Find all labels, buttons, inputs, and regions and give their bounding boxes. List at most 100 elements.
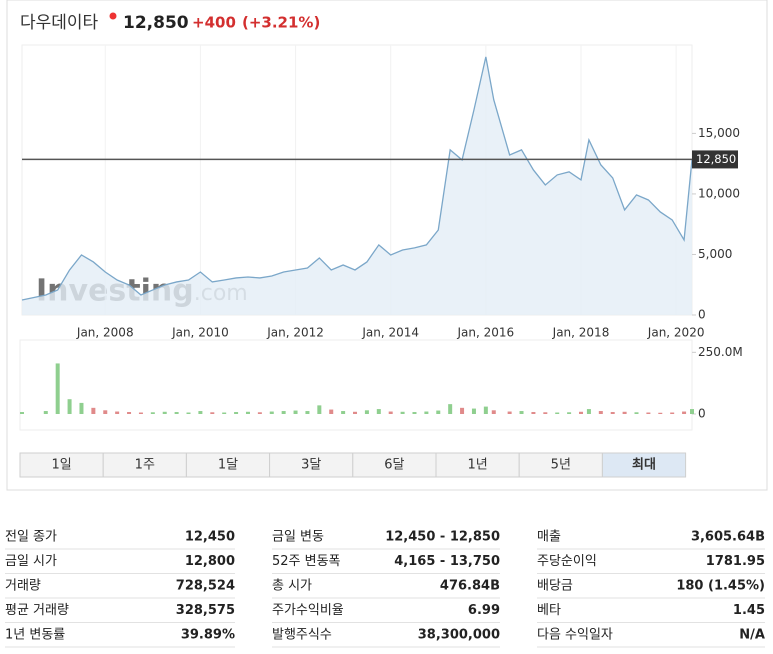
volume-bar <box>20 412 24 414</box>
range-button[interactable] <box>435 452 520 478</box>
range-button-label[interactable]: 3달 <box>301 458 321 473</box>
stat-label: 발행주식수 <box>272 627 332 643</box>
x-tick-label: Jan, 2012 <box>266 326 324 340</box>
volume-bar <box>257 412 262 414</box>
price: 12,850 <box>123 13 189 33</box>
volume-bar <box>174 412 179 414</box>
change-pct: (+3.21%) <box>242 14 320 32</box>
stat-label: 베타 <box>537 603 561 618</box>
volume-bar <box>460 407 465 414</box>
stat-label: 평균 거래량 <box>5 603 69 618</box>
stat-value: 1781.95 <box>706 554 765 569</box>
volume-bar <box>281 411 286 414</box>
volume-bar <box>364 410 369 414</box>
volume-bar <box>543 412 548 414</box>
volume-bar <box>198 411 203 414</box>
stat-value: 476.84B <box>440 579 500 594</box>
stat-value: 728,524 <box>176 579 235 594</box>
star-icon <box>109 12 117 20</box>
range-button[interactable] <box>19 452 104 478</box>
volume-bar <box>622 411 627 414</box>
stat-label: 주당순이익 <box>537 554 597 569</box>
volume-bar <box>245 411 250 414</box>
range-button-label[interactable]: 1주 <box>135 458 155 473</box>
volume-bar <box>555 412 560 414</box>
volume-bar <box>43 411 48 414</box>
range-button-label[interactable]: 최대 <box>632 458 656 473</box>
y-tick-label: 10,000 <box>698 186 740 200</box>
range-button[interactable] <box>102 452 187 478</box>
volume-bar <box>690 409 694 414</box>
change: +400 <box>192 14 236 32</box>
range-button-label[interactable]: 1일 <box>51 458 71 473</box>
volume-bar <box>658 412 663 414</box>
volume-bar <box>646 412 651 414</box>
volume-bar <box>519 411 524 414</box>
y-tick-label: 15,000 <box>698 126 740 140</box>
range-button[interactable] <box>601 452 687 478</box>
range-button-label[interactable]: 1달 <box>218 458 238 473</box>
volume-bar <box>293 410 298 414</box>
stat-value: 6.99 <box>468 603 500 618</box>
volume-bar <box>341 411 346 414</box>
volume-bar <box>424 411 429 414</box>
range-button-label[interactable]: 6달 <box>384 458 404 473</box>
range-button[interactable] <box>518 452 603 478</box>
volume-bar <box>329 409 334 414</box>
volume-bar <box>586 409 591 414</box>
stat-label: 총 시가 <box>272 579 312 594</box>
volume-bar <box>567 412 572 414</box>
stat-label: 1년 변동률 <box>5 628 65 643</box>
volume-bar <box>127 412 132 414</box>
stat-value: 4,165 - 13,750 <box>394 554 500 569</box>
volume-tick-label: 250.0M <box>698 345 743 359</box>
x-tick-label: Jan, 2010 <box>171 326 229 340</box>
volume-bar <box>91 407 96 414</box>
volume-bar <box>682 411 687 414</box>
y-tick-label: 5,000 <box>698 247 732 261</box>
volume-bar <box>138 412 143 414</box>
range-button-label[interactable]: 5년 <box>551 458 571 473</box>
volume-bar <box>483 406 488 414</box>
range-button[interactable] <box>185 452 271 478</box>
stat-value: 12,450 <box>185 530 235 545</box>
range-button[interactable] <box>269 452 354 478</box>
volume-bar <box>400 411 405 414</box>
volume-bar <box>186 412 191 414</box>
volume-bar <box>79 402 84 414</box>
stat-value: 38,300,000 <box>418 628 500 643</box>
volume-bar <box>610 412 615 414</box>
volume-bar <box>210 412 215 414</box>
stat-value: 3,605.64B <box>691 530 765 545</box>
volume-bar <box>103 410 108 414</box>
volume-bar <box>234 412 239 414</box>
x-tick-label: Jan, 2020 <box>647 326 705 340</box>
current-price-box <box>692 150 738 169</box>
stat-label: 전일 종가 <box>5 530 57 545</box>
x-tick-label: Jan, 2016 <box>457 326 515 340</box>
volume-bar <box>222 412 227 414</box>
x-tick-label: Jan, 2018 <box>552 326 610 340</box>
range-button-label[interactable]: 1년 <box>467 458 487 473</box>
current-price-label: 12,850 <box>696 152 736 166</box>
stat-value: 39.89% <box>181 628 235 643</box>
volume-bar <box>55 363 60 414</box>
volume-bar <box>150 412 155 414</box>
volume-bar <box>115 411 120 414</box>
volume-bar <box>634 412 639 414</box>
stat-value: 1.45 <box>733 603 765 618</box>
stat-value: N/A <box>739 628 765 643</box>
volume-tick-label: 0 <box>698 407 706 421</box>
stat-label: 주가수익비율 <box>272 603 344 618</box>
stat-value: 328,575 <box>176 603 235 618</box>
stat-value: 12,450 - 12,850 <box>385 530 500 545</box>
stat-label: 다음 수익일자 <box>537 628 613 643</box>
volume-bar <box>305 411 310 414</box>
y-tick-label: 0 <box>698 308 706 322</box>
volume-bar <box>598 411 603 414</box>
stock-name: 다우데이타 <box>20 13 99 33</box>
volume-bar <box>317 405 322 414</box>
stat-label: 배당금 <box>537 579 573 594</box>
stat-label: 52주 변동폭 <box>272 554 341 569</box>
